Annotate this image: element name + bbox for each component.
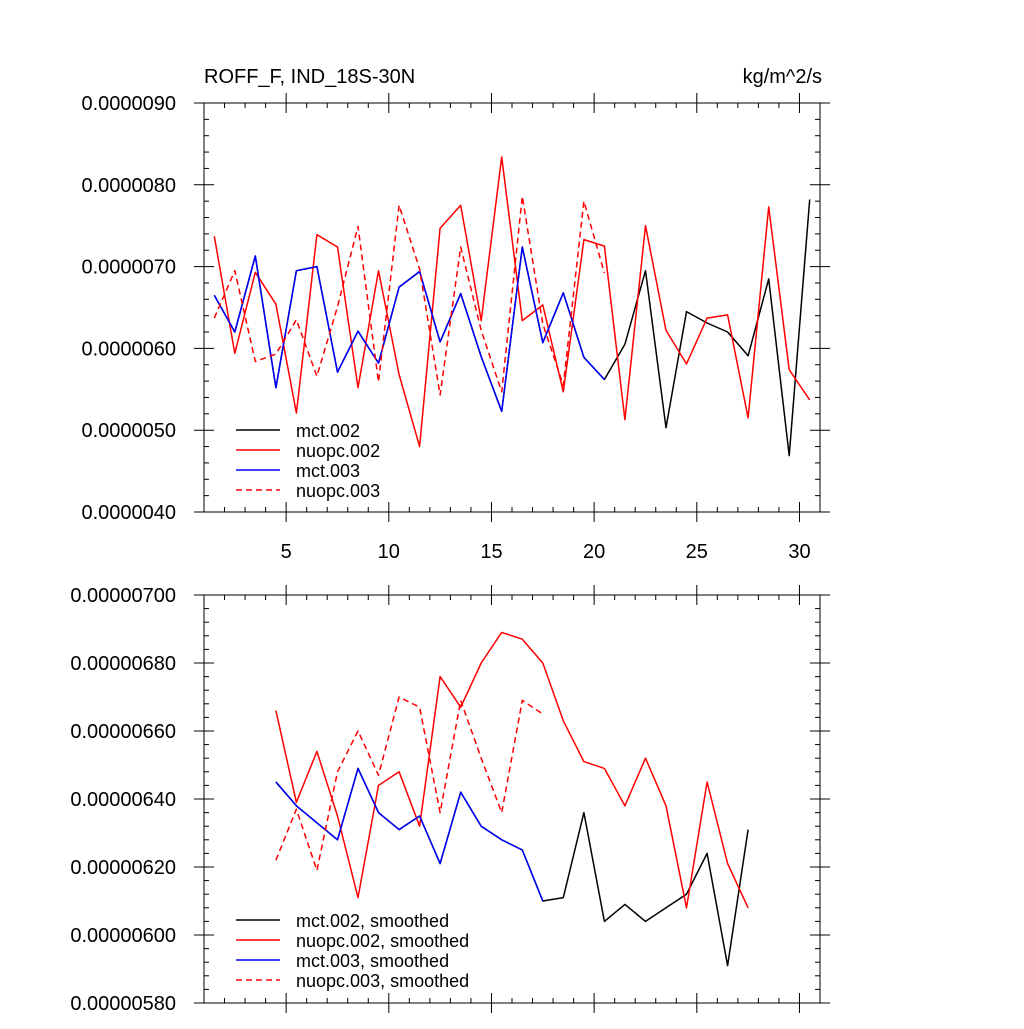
legend-label-1: nuopc.002, smoothed: [296, 931, 469, 951]
x-tick-label: 30: [788, 541, 810, 563]
legend-label-3: nuopc.003: [296, 481, 380, 501]
y-tick-label: 0.00000580: [70, 993, 176, 1015]
y-tick-label: 0.00000700: [70, 585, 176, 607]
series-line-1: [275, 631, 749, 909]
bottom-panel: 0.00000580 0.00000600 0.00000620 0.00000640…: [70, 585, 830, 1015]
legend-label-2: mct.003: [296, 461, 360, 481]
y-tick-label: 0.0000090: [81, 93, 176, 115]
top-panel: ROFF_F, IND_18S-30N kg/m^2/s 5 10 15 20 25 30…: [81, 66, 830, 563]
legend-label-2: mct.003, smoothed: [296, 951, 449, 971]
y-tick-label: 0.00000640: [70, 789, 176, 811]
series-line-2: [275, 767, 544, 902]
legend-label-3: nuopc.003, smoothed: [296, 971, 469, 991]
y-tick-label: 0.00000680: [70, 653, 176, 675]
series-line-3: [213, 195, 606, 396]
y-tick-label: 0.0000070: [81, 257, 176, 279]
y-tick-label: 0.0000060: [81, 338, 176, 360]
y-tick-label: 0.00000600: [70, 925, 176, 947]
x-tick-label: 15: [480, 541, 502, 563]
x-tick-label: 10: [378, 541, 400, 563]
y-tick-label: 0.0000040: [81, 502, 176, 524]
x-tick-label: 20: [583, 541, 605, 563]
x-tick-label: 25: [686, 541, 708, 563]
x-tick-label: 5: [281, 541, 292, 563]
chart-units: kg/m^2/s: [743, 66, 822, 88]
y-tick-label: 0.0000080: [81, 175, 176, 197]
series-line-2: [213, 246, 605, 413]
legend-label-1: nuopc.002: [296, 441, 380, 461]
y-tick-label: 0.00000660: [70, 721, 176, 743]
legend-label-0: mct.002: [296, 421, 360, 441]
legend-label-0: mct.002, smoothed: [296, 911, 449, 931]
y-tick-label: 0.0000050: [81, 420, 176, 442]
y-tick-label: 0.00000620: [70, 857, 176, 879]
series-line-1: [213, 156, 811, 448]
chart-title: ROFF_F, IND_18S-30N: [204, 66, 415, 88]
series-line-3: [275, 696, 544, 872]
